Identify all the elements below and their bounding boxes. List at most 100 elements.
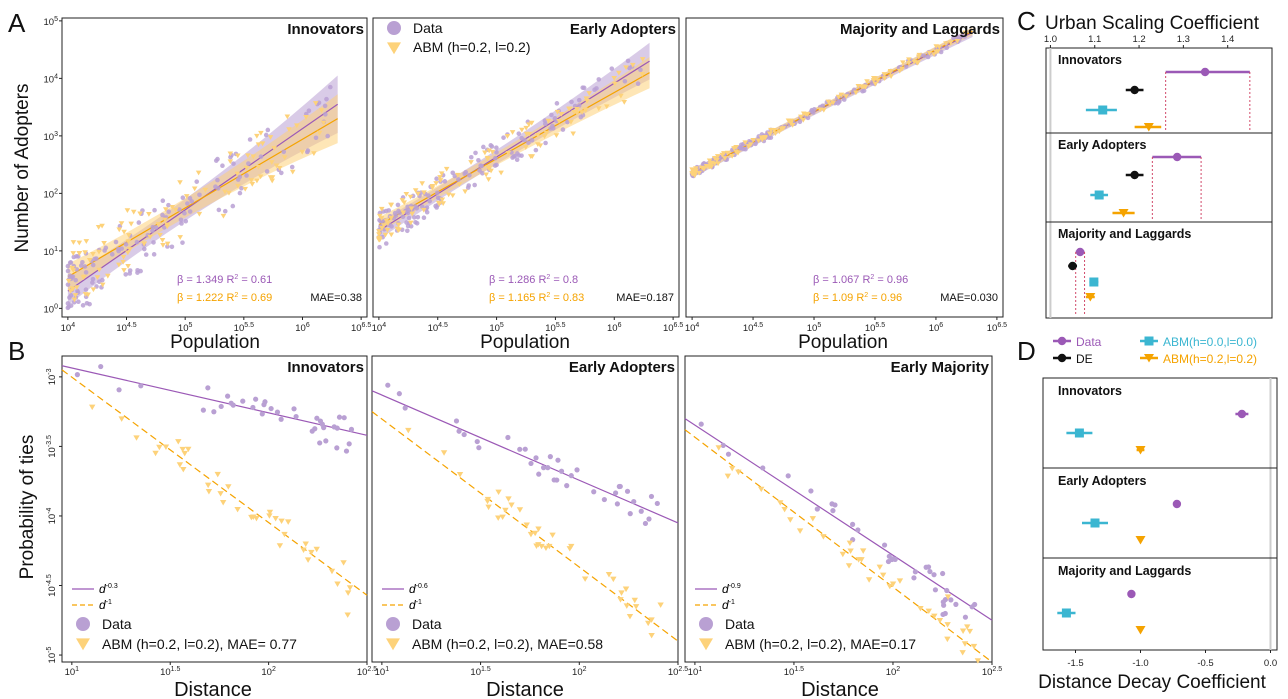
legend-data-label: Data (725, 616, 755, 632)
abm-point (382, 232, 389, 238)
abm-point (888, 74, 894, 79)
abm-point (533, 543, 540, 549)
abm-point (226, 190, 232, 196)
data-point (215, 186, 221, 191)
data-point (536, 471, 542, 477)
data-point (515, 151, 520, 156)
data-point (83, 287, 89, 292)
point-abm-02 (1135, 536, 1146, 545)
x-tick-label: 106 (295, 322, 310, 334)
abm-point (648, 617, 655, 623)
data-point (65, 268, 71, 274)
abm-point (308, 549, 315, 556)
abm-point (449, 193, 456, 199)
mae-label: MAE=0.38 (310, 292, 362, 304)
legend-data-exp: d-0.6 (409, 582, 428, 596)
x-tick-label: 105 (489, 322, 504, 334)
abm-point (543, 130, 550, 136)
data-point (461, 431, 467, 438)
data-point (268, 405, 274, 412)
data-point (896, 65, 902, 70)
abm-point (508, 502, 515, 508)
abm-point (214, 471, 221, 478)
data-point (412, 204, 418, 209)
data-fit-line (684, 418, 993, 621)
data-point (725, 451, 732, 457)
abm-point (970, 643, 978, 650)
data-point (481, 144, 486, 150)
data-point (123, 241, 129, 247)
data-point (71, 299, 77, 305)
abm-point (121, 229, 127, 235)
abm-point (294, 123, 300, 129)
y-tick-label: 10-4 (46, 507, 58, 524)
panelB-2: 101 101.5 102 102.5 Early Adopters d-0.6 d-1 Da… (371, 355, 688, 678)
data-point (956, 34, 962, 40)
data-point (890, 556, 896, 562)
abm-point (456, 182, 463, 188)
panel-title: Early Adopters (570, 21, 676, 38)
data-point (278, 416, 284, 422)
abm-point (303, 115, 309, 120)
abm-point (269, 175, 276, 181)
abm-point (527, 154, 534, 160)
panelD-group-2: Early Adopters (1043, 467, 1277, 545)
data-point (71, 254, 77, 260)
abm-point (83, 239, 90, 244)
abm-fit-line (371, 411, 679, 642)
data-point (220, 163, 225, 169)
data-point (279, 170, 284, 176)
panelC-group-2: Early Adopters (1046, 132, 1272, 220)
point-abm-00 (1098, 105, 1108, 115)
abm-point (254, 133, 260, 139)
y-tick-label: 102 (44, 188, 59, 200)
data-point (456, 177, 461, 182)
abm-point (300, 547, 307, 553)
point-abm-00 (1090, 518, 1100, 528)
data-point (134, 239, 140, 245)
abm-point (118, 416, 125, 422)
data-point (160, 212, 165, 218)
abm-point (845, 563, 853, 569)
y-tick-label: 105 (44, 16, 59, 28)
data-point (67, 260, 73, 265)
data-point (259, 411, 265, 417)
data-point (551, 477, 557, 483)
data-point (213, 158, 219, 163)
data-point (262, 399, 268, 405)
abm-point (118, 221, 125, 227)
abm-point (523, 522, 530, 528)
abm-point (395, 222, 402, 228)
abm-point (611, 76, 617, 81)
abm-point (729, 465, 736, 472)
abm-point (346, 585, 354, 591)
legend-data-symbol (386, 617, 400, 631)
data-point (533, 455, 539, 461)
data-point (393, 213, 399, 218)
abm-point (394, 226, 401, 232)
panelD-group-1: Innovators (1058, 384, 1249, 455)
data-point (240, 398, 246, 404)
legend-abm-exp: d-1 (99, 598, 112, 612)
abm-point (961, 641, 969, 647)
data-point (258, 154, 264, 159)
abm-point (284, 114, 291, 120)
x-tick-label: 104.5 (428, 322, 448, 334)
abm-point (120, 259, 126, 265)
data-point (90, 276, 96, 282)
abm-point (94, 275, 101, 281)
abm-point (273, 163, 280, 169)
abm-point (724, 473, 732, 480)
plot-frame (372, 17, 680, 318)
group-label: Early Adopters (1058, 474, 1147, 488)
panelA-xlabel-3: Population (798, 332, 888, 353)
x-tick-label: 105.5 (545, 322, 565, 334)
data-point (65, 263, 71, 269)
data-point (841, 97, 847, 102)
abm-point (234, 171, 241, 177)
abm-point (715, 445, 722, 451)
abm-point (974, 658, 982, 664)
data-point (113, 239, 119, 245)
data-point (501, 135, 506, 140)
panelB-legend: d-0.3 d-1 Data ABM (h=0.2, l=0.2), MAE= 0.7… (72, 582, 297, 652)
